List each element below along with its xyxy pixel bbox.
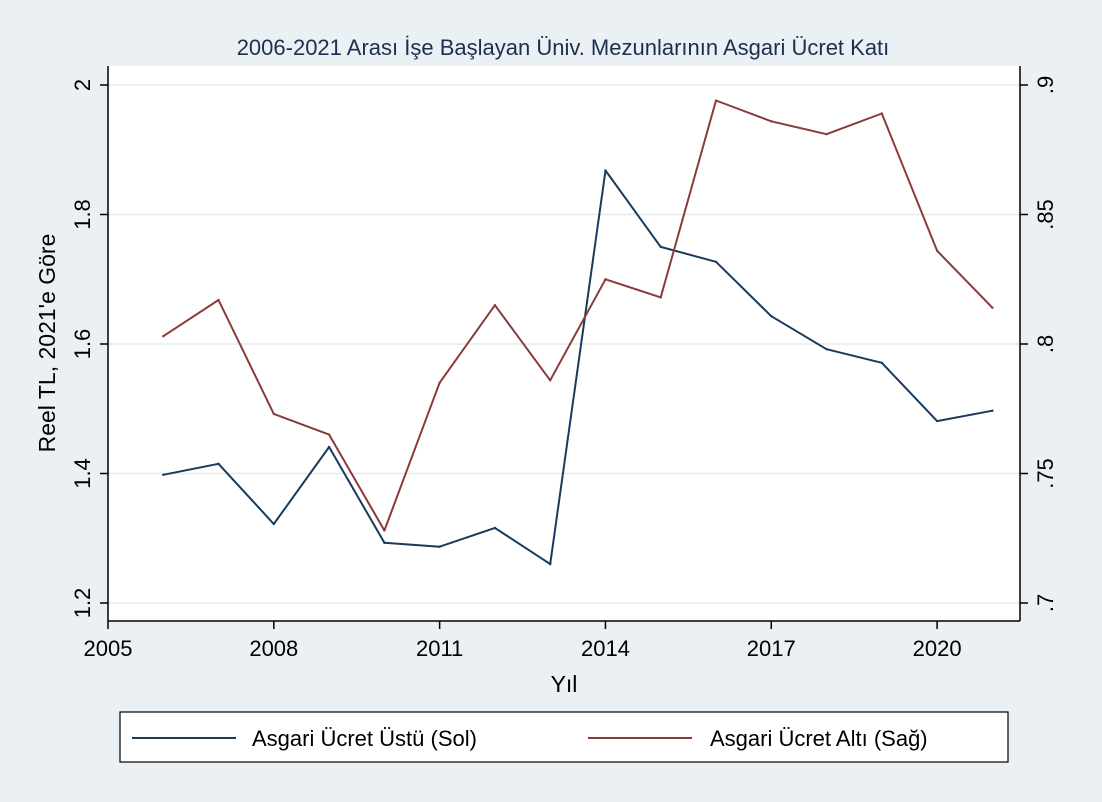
- left-y-tick-label-0: 1.2: [70, 588, 95, 619]
- left-y-tick-label-3: 1.8: [70, 199, 95, 230]
- series-1-point-2021: [991, 409, 994, 412]
- series-line-1: [163, 169, 993, 566]
- legend-label-series-1: Asgari Ücret Üstü (Sol): [252, 726, 477, 751]
- series-2-point-2007: [217, 298, 220, 302]
- series-1-point-2010: [383, 541, 386, 544]
- series-2-point-2013: [548, 379, 552, 382]
- series-1-point-2008: [272, 522, 276, 526]
- x-tick-label-2005: 2005: [84, 636, 133, 661]
- x-tick-label-2020: 2020: [913, 636, 962, 661]
- left-y-tick-label-2: 1.6: [70, 329, 95, 360]
- series-2-point-2010: [383, 529, 386, 532]
- series-2-point-2020: [935, 249, 939, 252]
- right-y-axis-ticks: .7 .75 .8 .85 .9: [1020, 76, 1058, 612]
- legend-box: [119, 711, 1009, 763]
- gridlines: [108, 84, 1020, 604]
- series-2-point-2008: [272, 412, 276, 416]
- series-2-point-2018: [825, 133, 828, 136]
- right-y-tick-label-2: .8: [1033, 335, 1058, 353]
- right-y-tick-label-3: .85: [1033, 199, 1058, 230]
- series-1-point-2013: [548, 562, 552, 566]
- series-2-point-2015: [659, 296, 662, 299]
- series-1-point-2006: [162, 473, 165, 476]
- x-axis-ticks: 2005 2008 2011 2014 2017 2020: [84, 621, 962, 661]
- series-1-point-2014: [604, 169, 607, 172]
- series-2-point-2011: [438, 381, 441, 385]
- series-2-point-2016: [714, 99, 718, 102]
- series-2-point-2017: [770, 120, 773, 123]
- series-2-point-2021: [991, 306, 994, 309]
- left-y-tick-label-4: 2: [70, 79, 95, 91]
- series-1-point-2009: [327, 445, 331, 449]
- y-axis-title: Reel TL, 2021'e Göre: [34, 234, 60, 453]
- series-1-point-2007: [217, 462, 220, 465]
- x-axis-title: Yıl: [551, 671, 578, 697]
- series-1-point-2016: [714, 260, 718, 263]
- series-line-2: [162, 99, 994, 532]
- series-1-point-2012: [493, 526, 497, 530]
- series-1-point-2015: [659, 245, 662, 249]
- series-lines: [162, 99, 994, 566]
- series-2-point-2009: [327, 433, 331, 436]
- series-1-point-2011: [438, 545, 441, 548]
- series-2-point-2014: [604, 278, 607, 281]
- series-1-point-2019: [880, 361, 884, 364]
- series-2-point-2019: [880, 112, 884, 115]
- x-tick-label-2011: 2011: [416, 636, 463, 661]
- series-1-point-2020: [935, 419, 939, 423]
- x-tick-label-2017: 2017: [747, 636, 796, 661]
- left-y-tick-label-1: 1.4: [70, 458, 95, 489]
- chart-title: 2006-2021 Arası İşe Başlayan Üniv. Mezun…: [237, 35, 890, 60]
- series-2-point-2006: [162, 335, 165, 338]
- legend: Asgari Ücret Üstü (Sol) Asgari Ücret Alt…: [119, 711, 1009, 763]
- legend-label-series-2: Asgari Ücret Altı (Sağ): [710, 726, 928, 751]
- series-1-point-2018: [825, 347, 828, 351]
- right-y-tick-label-4: .9: [1033, 76, 1058, 94]
- series-2-point-2012: [493, 303, 497, 307]
- right-y-tick-label-0: .7: [1033, 594, 1058, 612]
- right-y-tick-label-1: .75: [1033, 458, 1058, 489]
- left-y-axis-ticks: 1.2 1.4 1.6 1.8 2: [70, 79, 108, 618]
- x-tick-label-2008: 2008: [249, 636, 298, 661]
- x-tick-label-2014: 2014: [581, 636, 630, 661]
- series-1-point-2017: [770, 314, 773, 318]
